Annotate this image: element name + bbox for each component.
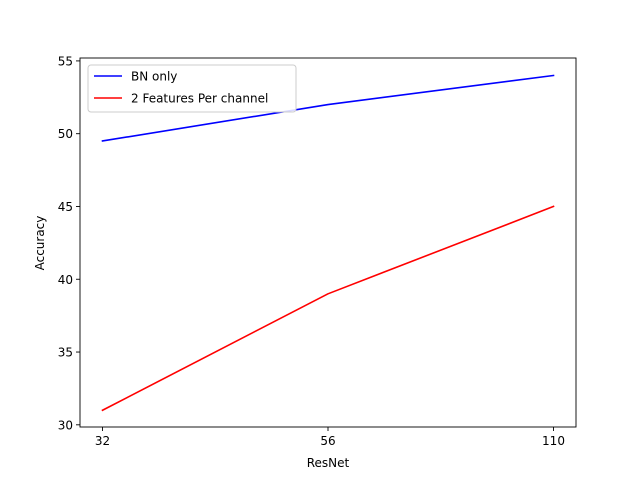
legend-label-1: 2 Features Per channel: [131, 92, 268, 106]
y-tick-label: 40: [58, 273, 73, 287]
series-lines: [101, 74, 555, 412]
y-axis-label: Accuracy: [33, 216, 47, 271]
series-line-1: [101, 205, 555, 412]
series-line-0: [101, 74, 555, 142]
plot-background: [80, 58, 576, 427]
plot-area: [80, 58, 576, 427]
y-tick-label: 30: [58, 418, 73, 432]
y-tick-label: 50: [58, 127, 73, 141]
y-tick-label: 35: [58, 346, 73, 360]
x-axis-label: ResNet: [307, 456, 350, 470]
y-tick-label: 45: [58, 200, 73, 214]
axes: 32 56 110 30 35 40 45 50 55: [58, 54, 577, 448]
x-tick-label: 56: [320, 434, 335, 448]
x-tick-label: 110: [542, 434, 565, 448]
legend-box: [87, 64, 297, 113]
y-tick-label: 55: [58, 54, 73, 68]
legend-label-0: BN only: [131, 70, 177, 84]
legend: BN only 2 Features Per channel: [87, 64, 297, 113]
x-tick-label: 32: [95, 434, 110, 448]
